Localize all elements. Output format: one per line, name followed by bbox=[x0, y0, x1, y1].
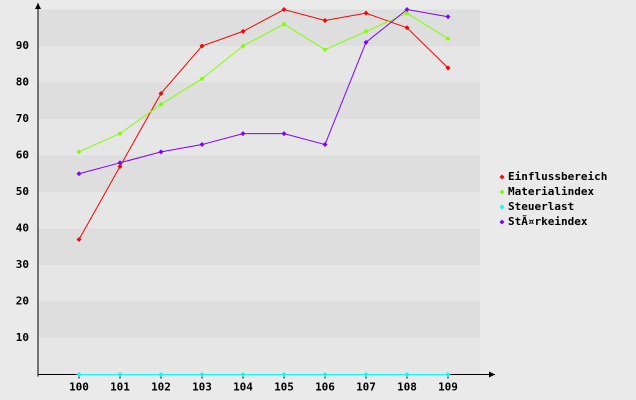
y-tick-label: 50 bbox=[16, 185, 29, 198]
point bbox=[76, 171, 82, 177]
point bbox=[240, 131, 246, 137]
grid-band bbox=[38, 46, 480, 83]
x-tick-label: 100 bbox=[69, 381, 89, 394]
y-tick-label: 10 bbox=[16, 331, 29, 344]
point bbox=[158, 372, 164, 377]
legend-label: Einflussbereich bbox=[508, 170, 607, 183]
point bbox=[404, 25, 410, 31]
point bbox=[322, 372, 328, 377]
legend-label: Materialindex bbox=[508, 185, 594, 198]
x-axis-arrow bbox=[489, 371, 495, 378]
x-tick-label: 102 bbox=[151, 381, 171, 394]
grid-band bbox=[38, 228, 480, 265]
x-tick-label: 105 bbox=[274, 381, 294, 394]
point bbox=[322, 142, 328, 148]
point bbox=[404, 7, 410, 12]
point bbox=[240, 28, 246, 34]
point bbox=[76, 236, 82, 242]
point bbox=[158, 149, 164, 155]
point bbox=[240, 372, 246, 377]
point bbox=[76, 372, 82, 377]
series-line bbox=[78, 12, 449, 153]
y-tick-label: 20 bbox=[16, 295, 29, 308]
point bbox=[445, 36, 451, 42]
point bbox=[363, 39, 369, 45]
grid-band bbox=[38, 119, 480, 156]
x-tick-label: 101 bbox=[110, 381, 130, 394]
x-tick-label: 104 bbox=[233, 381, 253, 394]
grid-band bbox=[38, 155, 480, 192]
legend-marker bbox=[499, 174, 505, 180]
y-tick-label: 60 bbox=[16, 149, 29, 162]
legend-label: Steuerlast bbox=[508, 200, 574, 213]
point bbox=[158, 90, 164, 96]
y-tick-label: 70 bbox=[16, 112, 29, 125]
x-tick-label: 103 bbox=[192, 381, 212, 394]
point bbox=[281, 21, 287, 27]
grid-band bbox=[38, 301, 480, 338]
point bbox=[322, 17, 328, 23]
grid-band bbox=[38, 9, 480, 46]
grid-band bbox=[38, 338, 480, 375]
y-tick-label: 30 bbox=[16, 258, 29, 271]
x-tick-label: 108 bbox=[397, 381, 417, 394]
point bbox=[199, 142, 205, 148]
point bbox=[404, 10, 410, 16]
point bbox=[281, 7, 287, 12]
x-tick-label: 106 bbox=[315, 381, 335, 394]
point bbox=[158, 101, 164, 107]
point bbox=[76, 149, 82, 155]
y-axis-arrow bbox=[35, 3, 41, 9]
x-tick-label: 109 bbox=[438, 381, 458, 394]
point bbox=[117, 163, 123, 169]
point bbox=[445, 372, 451, 377]
point bbox=[240, 43, 246, 49]
legend-marker bbox=[499, 189, 505, 195]
point bbox=[117, 131, 123, 137]
point bbox=[404, 372, 410, 377]
series-line bbox=[78, 8, 449, 175]
point bbox=[363, 372, 369, 377]
point bbox=[199, 43, 205, 49]
legend-marker bbox=[499, 219, 505, 225]
point bbox=[445, 65, 451, 71]
grid-band bbox=[38, 192, 480, 229]
y-tick-label: 40 bbox=[16, 222, 29, 235]
grid-band bbox=[38, 82, 480, 119]
series-line bbox=[78, 8, 449, 240]
y-tick-label: 90 bbox=[16, 39, 29, 52]
grid-band bbox=[38, 265, 480, 302]
legend-marker bbox=[499, 204, 505, 210]
point bbox=[281, 131, 287, 137]
point bbox=[281, 372, 287, 377]
point bbox=[445, 14, 451, 20]
point bbox=[199, 76, 205, 82]
point bbox=[117, 372, 123, 377]
point bbox=[117, 160, 123, 166]
x-tick-label: 107 bbox=[356, 381, 376, 394]
y-tick-label: 80 bbox=[16, 76, 29, 89]
point bbox=[199, 372, 205, 377]
point bbox=[363, 28, 369, 34]
point bbox=[322, 47, 328, 53]
legend-label: StÃ¤rkeindex bbox=[508, 215, 588, 228]
point bbox=[363, 10, 369, 16]
